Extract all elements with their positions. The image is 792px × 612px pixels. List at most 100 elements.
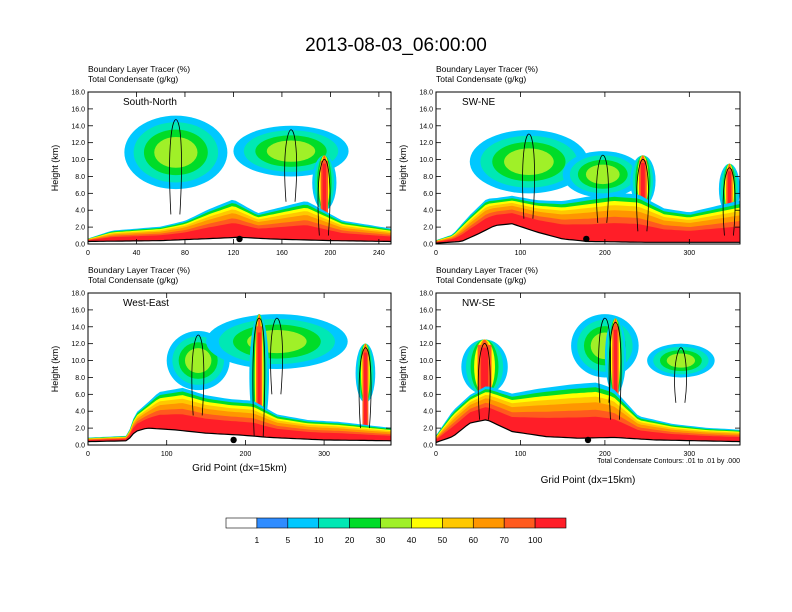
y-tick-label: 0.0 — [75, 443, 85, 450]
y-tick-label: 4.0 — [423, 208, 433, 215]
plot-frame — [87, 91, 392, 245]
site-marker — [230, 436, 237, 444]
y-tick-label: 8.0 — [75, 174, 85, 181]
plume-band — [154, 136, 198, 168]
boundary-layer-band — [88, 223, 391, 244]
y-tick-label: 18.0 — [71, 291, 85, 298]
condensate-contour — [270, 317, 283, 395]
plume-band — [585, 164, 620, 185]
field-label: Boundary Layer Tracer (%) — [436, 265, 538, 275]
condensate-contour — [636, 158, 649, 232]
field-label: Total Condensate (g/kg) — [88, 74, 178, 84]
colorbar-swatch — [503, 517, 536, 529]
tracer-field — [88, 314, 391, 445]
y-axis-label: Height (km) — [50, 346, 60, 393]
terrain — [436, 223, 740, 244]
y-tick-label: 14.0 — [419, 324, 433, 331]
x-tick-label: 300 — [683, 250, 695, 257]
y-tick-label: 16.0 — [419, 106, 433, 113]
y-tick-label: 8.0 — [75, 375, 85, 382]
y-tick-label: 18.0 — [419, 90, 433, 97]
x-axis-label: Grid Point (dx=15km) — [541, 475, 636, 486]
colorbar-label: 20 — [345, 535, 355, 545]
x-tick-label: 200 — [599, 451, 611, 458]
convective-core — [363, 352, 367, 445]
y-tick-label: 16.0 — [71, 106, 85, 113]
convective-core — [613, 329, 618, 445]
colorbar-label: 70 — [499, 535, 509, 545]
panel-nw-se: 0.0 2.0 4.0 6.0 8.0 10.0 12.0 14.0 16.0 18.0 0 100 2… — [398, 265, 741, 486]
plot-frame — [87, 292, 392, 446]
condensate-contour — [191, 334, 205, 416]
condensate-contour — [252, 317, 266, 437]
y-tick-label: 6.0 — [423, 191, 433, 198]
y-tick-label: 0.0 — [75, 242, 85, 249]
panel-sw-ne: 0.0 2.0 4.0 6.0 8.0 10.0 12.0 14.0 16.0 18.0 0 100 2… — [398, 64, 741, 257]
colorbar-label: 10 — [314, 535, 324, 545]
condensate-contour — [608, 321, 622, 420]
site-marker — [583, 235, 590, 243]
y-tick-label: 4.0 — [423, 409, 433, 416]
figure-title: 2013-08-03_06:00:00 — [305, 35, 487, 56]
field-label: Total Condensate (g/kg) — [88, 275, 178, 285]
y-tick-label: 12.0 — [419, 140, 433, 147]
colorbar-swatch — [472, 517, 505, 529]
plume-band — [266, 140, 316, 162]
x-tick-label: 40 — [133, 250, 141, 257]
field-label: Boundary Layer Tracer (%) — [88, 64, 190, 74]
plot-frame — [435, 91, 741, 245]
plume-band — [666, 353, 696, 368]
y-tick-label: 0.0 — [423, 242, 433, 249]
x-tick-label: 200 — [325, 250, 337, 257]
colorbar-swatch — [534, 517, 567, 529]
convective-core — [257, 332, 261, 445]
terrain-line — [88, 427, 391, 443]
x-tick-label: 120 — [228, 250, 240, 257]
y-tick-label: 2.0 — [423, 426, 433, 433]
x-tick-label: 200 — [599, 250, 611, 257]
y-tick-label: 0.0 — [423, 443, 433, 450]
tracer-field — [88, 115, 391, 244]
y-tick-label: 8.0 — [423, 375, 433, 382]
x-tick-label: 80 — [181, 250, 189, 257]
y-tick-label: 16.0 — [419, 307, 433, 314]
x-tick-label: 160 — [276, 250, 288, 257]
colorbar-swatch — [411, 517, 443, 529]
condensate-contour — [358, 347, 372, 429]
x-tick-label: 0 — [434, 250, 438, 257]
site-marker — [236, 235, 243, 243]
y-tick-label: 10.0 — [419, 358, 433, 365]
field-label: Boundary Layer Tracer (%) — [88, 265, 190, 275]
colorbar-label: 1 — [255, 535, 260, 545]
colorbar-swatch — [442, 517, 474, 529]
condensate-contour — [674, 347, 687, 403]
y-tick-label: 6.0 — [75, 392, 85, 399]
condensate-contour — [722, 167, 736, 236]
y-axis-label: Height (km) — [398, 346, 408, 393]
x-tick-label: 100 — [161, 451, 173, 458]
y-tick-label: 14.0 — [419, 123, 433, 130]
y-tick-label: 14.0 — [71, 123, 85, 130]
field-label: Total Condensate (g/kg) — [436, 275, 526, 285]
cross-section-name: SW-NE — [462, 97, 495, 108]
condensate-contour — [477, 343, 491, 420]
x-axis-label: Grid Point (dx=15km) — [192, 463, 287, 474]
panel-south-north: 0.0 2.0 4.0 6.0 8.0 10.0 12.0 14.0 16.0 18.0 0 40 80… — [50, 64, 392, 257]
y-tick-label: 2.0 — [75, 225, 85, 232]
contour-note: Total Condensate Contours: .01 to .01 by… — [597, 458, 740, 465]
colorbar-label: 60 — [469, 535, 479, 545]
y-tick-label: 18.0 — [419, 291, 433, 298]
y-tick-label: 10.0 — [71, 358, 85, 365]
y-tick-label: 12.0 — [71, 341, 85, 348]
x-tick-label: 200 — [240, 451, 252, 458]
cross-section-name: NW-SE — [462, 298, 495, 309]
condensate-contour — [522, 133, 535, 219]
x-tick-label: 0 — [434, 451, 438, 458]
y-tick-label: 2.0 — [75, 426, 85, 433]
y-tick-label: 4.0 — [75, 208, 85, 215]
y-tick-label: 8.0 — [423, 174, 433, 181]
colorbar-swatch — [318, 517, 350, 529]
y-tick-label: 10.0 — [71, 157, 85, 164]
x-tick-label: 300 — [318, 451, 330, 458]
